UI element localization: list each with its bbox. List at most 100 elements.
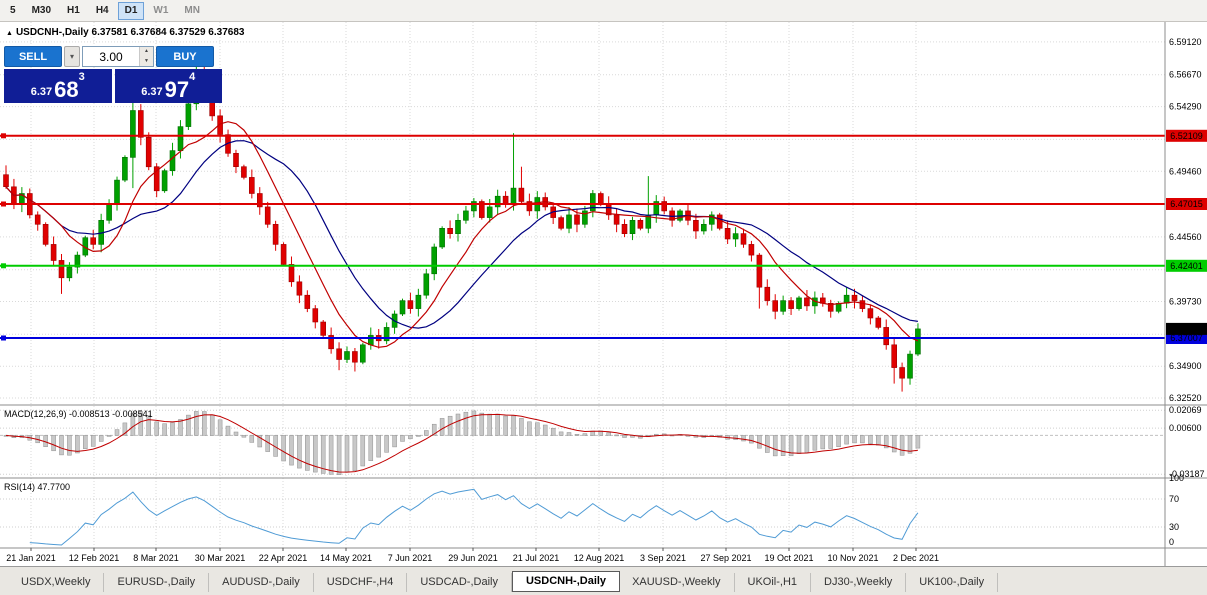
- chart-tab-XAUUSD-,Weekly[interactable]: XAUUSD-,Weekly: [619, 573, 735, 592]
- svg-text:30 Mar 2021: 30 Mar 2021: [195, 553, 246, 563]
- buy-button[interactable]: BUY: [156, 46, 214, 67]
- macd-value-main: -0.008513: [69, 409, 110, 419]
- svg-text:6.34900: 6.34900: [1169, 361, 1202, 371]
- macd-layer: [3, 410, 921, 475]
- buy-price-display[interactable]: 6.37 97 4: [114, 69, 222, 103]
- line-handle[interactable]: [1, 335, 6, 341]
- rsi-line: [29, 488, 919, 546]
- svg-text:14 May 2021: 14 May 2021: [320, 553, 372, 563]
- svg-text:2 Dec 2021: 2 Dec 2021: [893, 553, 939, 563]
- svg-text:21 Jul 2021: 21 Jul 2021: [513, 553, 560, 563]
- svg-text:6.52109: 6.52109: [1170, 131, 1203, 141]
- sell-price-small: 6.37: [30, 86, 53, 98]
- chart-tab-USDX,Weekly[interactable]: USDX,Weekly: [8, 573, 105, 592]
- svg-text:6.59120: 6.59120: [1169, 37, 1202, 47]
- chart-tab-DJ30-,Weekly[interactable]: DJ30-,Weekly: [811, 573, 907, 592]
- svg-text:100: 100: [1169, 473, 1184, 483]
- line-handle[interactable]: [1, 133, 6, 139]
- price-badge-6.37683: [1166, 322, 1207, 335]
- svg-text:70: 70: [1169, 494, 1179, 504]
- chart-area: 6.59120 6.56670 6.54290 6.49460 6.44560 6.397…: [0, 22, 1207, 566]
- svg-text:30: 30: [1169, 522, 1179, 532]
- svg-text:22 Apr 2021: 22 Apr 2021: [259, 553, 308, 563]
- chevron-down-icon: ▾: [69, 52, 74, 61]
- buy-price-small: 6.37: [141, 86, 163, 98]
- svg-text:6.47015: 6.47015: [1170, 199, 1203, 209]
- price-badge-6.52109: [1166, 129, 1207, 142]
- chart-tab-UK100-,Daily[interactable]: UK100-,Daily: [906, 573, 999, 592]
- volume-dropdown-button[interactable]: ▾: [64, 46, 80, 67]
- chart-canvas[interactable]: 6.59120 6.56670 6.54290 6.49460 6.44560 6.397…: [0, 22, 1207, 566]
- svg-text:29 Jun 2021: 29 Jun 2021: [448, 553, 498, 563]
- volume-up-button[interactable]: ▲: [140, 47, 153, 57]
- svg-text:27 Sep 2021: 27 Sep 2021: [700, 553, 751, 563]
- svg-text:6.39730: 6.39730: [1169, 297, 1202, 307]
- price-badge-6.47015: [1166, 198, 1207, 210]
- chart-tab-USDCNH-,Daily[interactable]: USDCNH-,Daily: [511, 571, 621, 592]
- svg-text:-0.03187: -0.03187: [1169, 469, 1205, 479]
- svg-text:6.44560: 6.44560: [1169, 232, 1202, 242]
- chart-tab-UKOil-,H1[interactable]: UKOil-,H1: [735, 573, 812, 592]
- sell-button[interactable]: SELL: [4, 46, 62, 67]
- timeframe-M30[interactable]: M30: [25, 2, 58, 20]
- macd-label: MACD(12,26,9) -0.008513 -0.008541: [4, 409, 153, 419]
- price-badge-6.42401: [1166, 259, 1207, 272]
- tab-bar: USDX,Weekly EURUSD-,Daily AUDUSD-,Daily USD…: [0, 566, 1207, 595]
- sell-price-sup: 3: [78, 71, 85, 83]
- svg-text:12 Feb 2021: 12 Feb 2021: [69, 553, 120, 563]
- chart-tab-EURUSD-,Daily[interactable]: EURUSD-,Daily: [104, 573, 210, 592]
- candles-layer: [3, 59, 921, 392]
- svg-text:6.49460: 6.49460: [1169, 166, 1202, 176]
- svg-text:6.56670: 6.56670: [1169, 70, 1202, 80]
- sell-price-display[interactable]: 6.37 68 3: [4, 69, 112, 103]
- timeframe-5[interactable]: 5: [3, 2, 23, 20]
- svg-text:21 Jan 2021: 21 Jan 2021: [6, 553, 56, 563]
- svg-text:7 Jun 2021: 7 Jun 2021: [388, 553, 433, 563]
- svg-text:6.54290: 6.54290: [1169, 102, 1202, 112]
- macd-signal-line: [5, 413, 918, 473]
- chart-ohlc-values: 6.37581 6.37684 6.37529 6.37683: [91, 27, 245, 38]
- chart-tab-USDCHF-,H4[interactable]: USDCHF-,H4: [314, 573, 408, 592]
- svg-text:0.00600: 0.00600: [1169, 423, 1202, 433]
- timeframe-MN[interactable]: MN: [177, 2, 207, 20]
- svg-text:0.02069: 0.02069: [1169, 405, 1202, 415]
- svg-text:6.32520: 6.32520: [1169, 393, 1202, 403]
- rsi-value: 47.7700: [37, 482, 71, 492]
- svg-text:6.42401: 6.42401: [1170, 261, 1203, 271]
- macd-name: MACD(12,26,9): [4, 409, 67, 419]
- svg-text:12 Aug 2021: 12 Aug 2021: [574, 553, 625, 563]
- chart-symbol-period: USDCNH-,Daily: [15, 27, 89, 38]
- svg-text:8 Mar 2021: 8 Mar 2021: [133, 553, 179, 563]
- svg-text:3 Sep 2021: 3 Sep 2021: [640, 553, 686, 563]
- rsi-label: RSI(14) 47.7700: [4, 482, 70, 492]
- hlines-layer: [0, 133, 1165, 341]
- svg-text:6.37683: 6.37683: [1170, 324, 1203, 334]
- price-badge-6.37007: [1166, 332, 1207, 344]
- volume-down-button[interactable]: ▼: [140, 56, 153, 66]
- timeframe-W1[interactable]: W1: [146, 2, 175, 20]
- volume-input[interactable]: [83, 47, 139, 66]
- chart-title: ▲ USDCNH-,Daily 6.37581 6.37684 6.37529 6…: [6, 27, 244, 38]
- sell-price-big: 68: [54, 77, 79, 102]
- chart-tab-USDCAD-,Daily[interactable]: USDCAD-,Daily: [407, 573, 512, 592]
- timeframe-H1[interactable]: H1: [60, 2, 87, 20]
- frame-layer: [0, 22, 1207, 566]
- ma-slow-line: [5, 140, 918, 329]
- volume-field: ▲ ▼: [82, 46, 154, 67]
- rsi-layer: [29, 488, 919, 546]
- line-handle[interactable]: [1, 201, 6, 207]
- timeframe-toolbar: 5 M30 H1 H4 D1 W1 MN: [0, 0, 1207, 22]
- rsi-name: RSI(14): [4, 482, 36, 492]
- line-handle[interactable]: [1, 263, 6, 269]
- price-axis-labels: 6.59120 6.56670 6.54290 6.49460 6.44560 6.397…: [1169, 37, 1205, 547]
- chart-tab-AUDUSD-,Daily[interactable]: AUDUSD-,Daily: [209, 573, 314, 592]
- svg-text:6.37007: 6.37007: [1170, 333, 1203, 343]
- macd-value-signal: -0.008541: [112, 409, 153, 419]
- date-axis-labels: 21 Jan 2021 12 Feb 2021 8 Mar 2021 30 Mar 2…: [6, 548, 939, 563]
- timeframe-H4[interactable]: H4: [89, 2, 116, 20]
- ma-fast-line: [5, 121, 919, 348]
- timeframe-D1[interactable]: D1: [117, 1, 145, 20]
